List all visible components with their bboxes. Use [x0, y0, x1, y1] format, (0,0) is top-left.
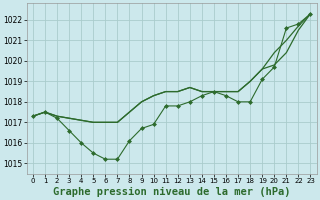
X-axis label: Graphe pression niveau de la mer (hPa): Graphe pression niveau de la mer (hPa): [53, 186, 291, 197]
